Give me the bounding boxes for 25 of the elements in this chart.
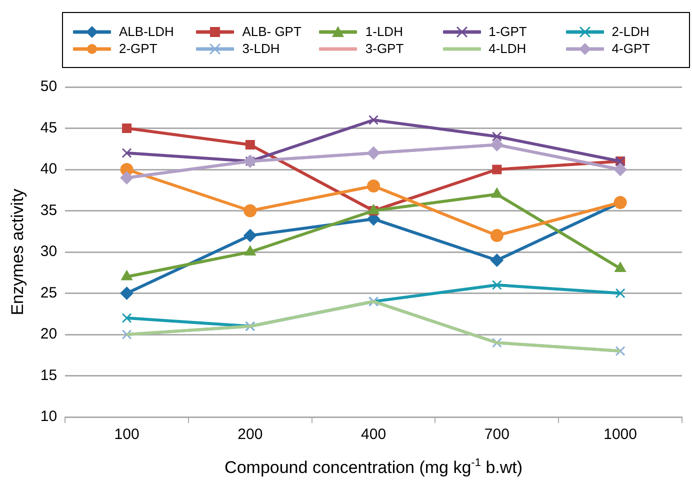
legend-label: 3-GPT (365, 41, 404, 56)
legend-label: ALB-LDH (119, 24, 174, 39)
y-axis-title: Enzymes activity (8, 188, 27, 316)
legend-label: 3-LDH (242, 41, 280, 56)
y-tick-label: 45 (40, 119, 58, 136)
x-tick-label: 700 (484, 426, 510, 444)
y-tick-label: 50 (40, 78, 58, 96)
y-tick-label: 30 (40, 243, 58, 260)
x-tick-label: 400 (361, 426, 386, 444)
legend-label: 1-GPT (488, 24, 527, 39)
y-tick-label: 20 (40, 326, 58, 343)
legend-label: 1-LDH (365, 24, 403, 39)
y-tick-label: 25 (40, 284, 58, 302)
legend-label: 2-LDH (612, 24, 650, 39)
y-tick-label: 10 (40, 408, 58, 426)
y-tick-label: 35 (40, 202, 58, 219)
x-tick-label: 200 (238, 426, 263, 444)
legend-label: ALB- GPT (242, 24, 302, 39)
y-tick-label: 15 (40, 366, 58, 384)
y-tick-label: 40 (40, 160, 58, 178)
legend-label: 4-LDH (488, 41, 526, 56)
legend-label: 4-GPT (612, 41, 650, 56)
legend-label: 2-GPT (119, 41, 158, 56)
x-tick-label: 100 (114, 426, 140, 444)
x-tick-label: 1000 (604, 426, 637, 444)
